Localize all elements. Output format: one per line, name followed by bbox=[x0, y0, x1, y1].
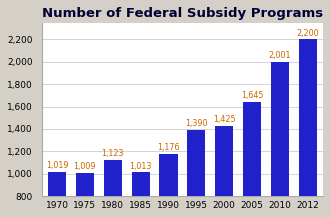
Text: 2,200: 2,200 bbox=[296, 29, 319, 38]
Bar bbox=[48, 172, 66, 196]
Text: 1,013: 1,013 bbox=[129, 162, 152, 171]
Bar bbox=[215, 126, 233, 196]
Bar bbox=[104, 160, 122, 196]
Bar bbox=[76, 173, 94, 196]
Title: Number of Federal Subsidy Programs: Number of Federal Subsidy Programs bbox=[42, 7, 323, 20]
Bar bbox=[299, 39, 317, 196]
Bar bbox=[271, 62, 289, 196]
Bar bbox=[159, 154, 178, 196]
Text: 1,176: 1,176 bbox=[157, 143, 180, 152]
Bar bbox=[132, 172, 150, 196]
Text: 1,019: 1,019 bbox=[46, 161, 68, 170]
Text: 1,425: 1,425 bbox=[213, 115, 236, 125]
Text: 1,645: 1,645 bbox=[241, 91, 263, 100]
Bar bbox=[187, 130, 205, 196]
Bar bbox=[243, 102, 261, 196]
Text: 1,123: 1,123 bbox=[102, 149, 124, 158]
Text: 2,001: 2,001 bbox=[269, 51, 291, 60]
Text: 1,009: 1,009 bbox=[74, 162, 96, 171]
Text: 1,390: 1,390 bbox=[185, 119, 208, 128]
